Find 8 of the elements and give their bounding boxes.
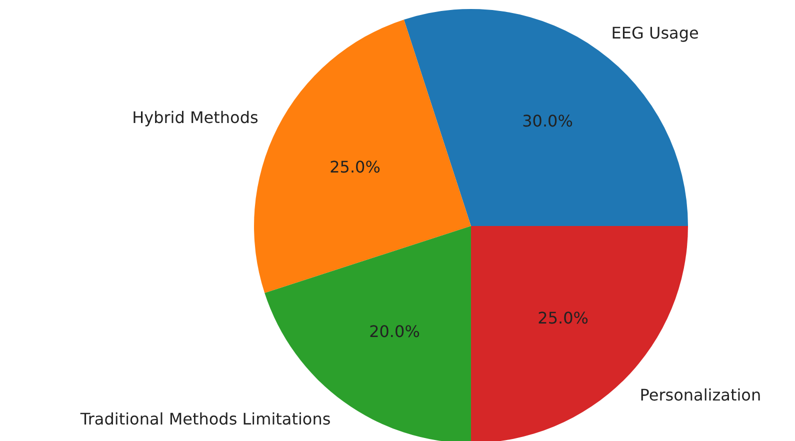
- data-label: 25.0%: [538, 308, 588, 328]
- data-label: 20.0%: [369, 322, 420, 341]
- slice-label: Hybrid Methods: [132, 108, 258, 128]
- data-label: 25.0%: [330, 157, 380, 176]
- slice-label: EEG Usage: [611, 23, 699, 42]
- slice-label: Traditional Methods Limitations: [79, 410, 331, 429]
- slice-label: Personalization: [640, 385, 762, 404]
- data-label: 30.0%: [522, 111, 573, 130]
